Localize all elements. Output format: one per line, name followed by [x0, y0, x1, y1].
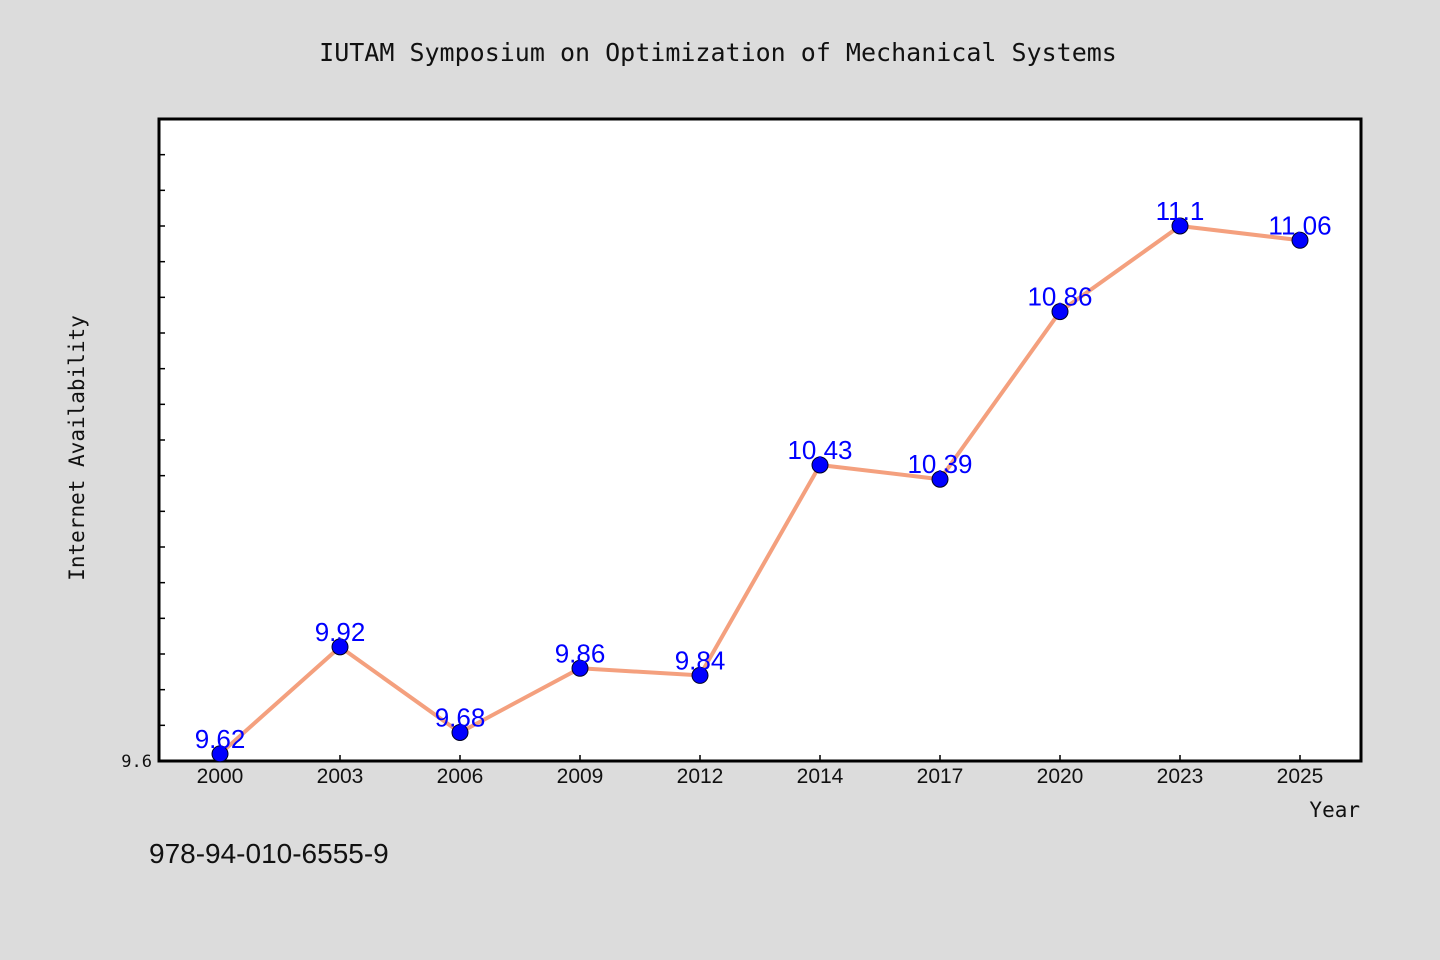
data-point [931, 470, 949, 488]
data-point [1171, 217, 1189, 235]
data-label: 11.06 [1268, 210, 1331, 240]
data-label: 9.92 [315, 617, 366, 647]
series-line [218, 224, 1302, 756]
data-label: 9.84 [675, 645, 726, 675]
data-label: 10.43 [787, 435, 852, 465]
x-tick-label: 2006 [437, 765, 484, 788]
x-tick-label: 2003 [317, 765, 364, 788]
x-axis-ticks: 2000 2003 2006 2009 2012 2014 2017 2020 2023 2025 [197, 755, 1324, 788]
data-point [811, 456, 829, 474]
data-label: 9.62 [195, 724, 246, 754]
data-point [211, 745, 229, 763]
x-tick-label: 2012 [677, 765, 724, 788]
data-point [691, 666, 709, 684]
y-axis-ticks [159, 153, 165, 727]
series-layer: 9.62 9.92 9.68 9.86 9.84 10.43 10.39 10.86 11.1 1… [195, 196, 1332, 763]
data-label: 11.1 [1156, 196, 1205, 226]
footnote: 978-94-010-6555-9 [149, 838, 389, 869]
data-point [331, 638, 349, 656]
x-axis-label: Year [1309, 798, 1360, 822]
x-tick-label: 2020 [1037, 765, 1084, 788]
x-tick-label: 2023 [1157, 765, 1204, 788]
x-tick-label: 2014 [797, 765, 844, 788]
chart-title: IUTAM Symposium on Optimization of Mecha… [319, 38, 1117, 67]
data-point [451, 723, 469, 741]
data-label: 10.39 [907, 449, 972, 479]
data-point [571, 659, 589, 677]
y-axis-label: Internet Availability [65, 315, 89, 581]
x-tick-label: 2009 [557, 765, 604, 788]
data-point [1291, 231, 1309, 249]
x-tick-label: 2017 [917, 765, 964, 788]
data-point [1051, 303, 1069, 321]
data-label: 9.86 [555, 638, 606, 668]
x-tick-label: 2025 [1277, 765, 1324, 788]
y-tick-label: 9.6 [121, 752, 152, 772]
data-label: 9.68 [435, 702, 486, 732]
data-label: 10.86 [1027, 282, 1092, 312]
plot-area [157, 117, 1363, 763]
x-tick-label: 2000 [197, 765, 244, 788]
